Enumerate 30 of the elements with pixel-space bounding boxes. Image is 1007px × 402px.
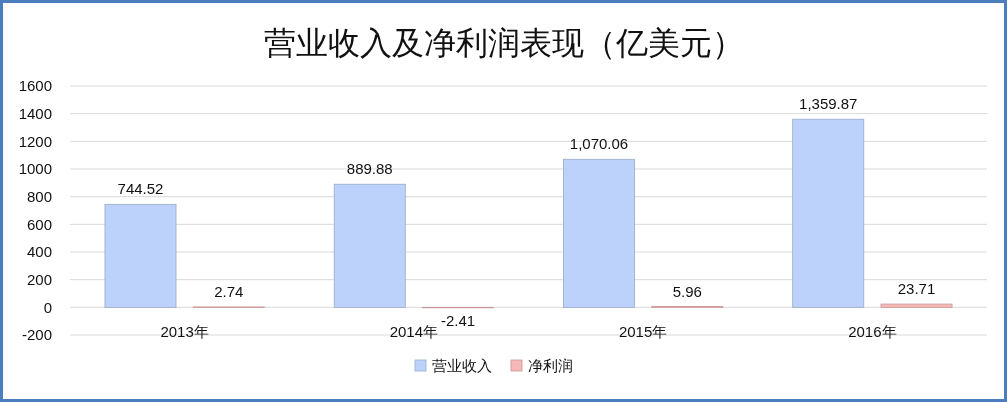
x-tick-label: 2013年	[160, 323, 209, 341]
y-tick-label: 1000	[18, 160, 52, 178]
x-tick-label: 2015年	[618, 323, 668, 341]
data-label: 744.52	[117, 180, 164, 198]
data-label: -2.41	[440, 311, 476, 329]
y-tick-label: 400	[26, 243, 52, 261]
y-tick-label: 800	[26, 187, 52, 205]
data-label: 5.96	[672, 282, 702, 300]
y-tick-label: 1600	[18, 77, 52, 95]
y-tick-label: -200	[21, 326, 52, 344]
legend-label: 净利润	[528, 357, 573, 374]
x-tick-label: 2014年	[389, 323, 439, 341]
y-tick-label: 600	[26, 215, 52, 233]
y-tick-label: 0	[43, 298, 52, 316]
x-tick-label: 2016年	[848, 323, 897, 341]
bar	[333, 183, 406, 308]
y-tick-label: 200	[26, 270, 52, 288]
data-label: 2.74	[214, 282, 244, 300]
chart-title: 营业收入及净利润表现（亿美元）	[263, 25, 744, 61]
y-tick-label: 1400	[18, 104, 52, 122]
data-label: 1,359.87	[799, 95, 858, 113]
data-label: 889.88	[346, 160, 393, 178]
bar	[880, 303, 953, 308]
bar	[563, 158, 635, 308]
data-label: 23.71	[897, 280, 936, 298]
y-tick-label: 1200	[18, 132, 52, 150]
bar	[792, 118, 865, 308]
bar	[104, 203, 177, 308]
data-label: 1,070.06	[569, 135, 629, 153]
legend-label: 营业收入	[432, 357, 492, 374]
